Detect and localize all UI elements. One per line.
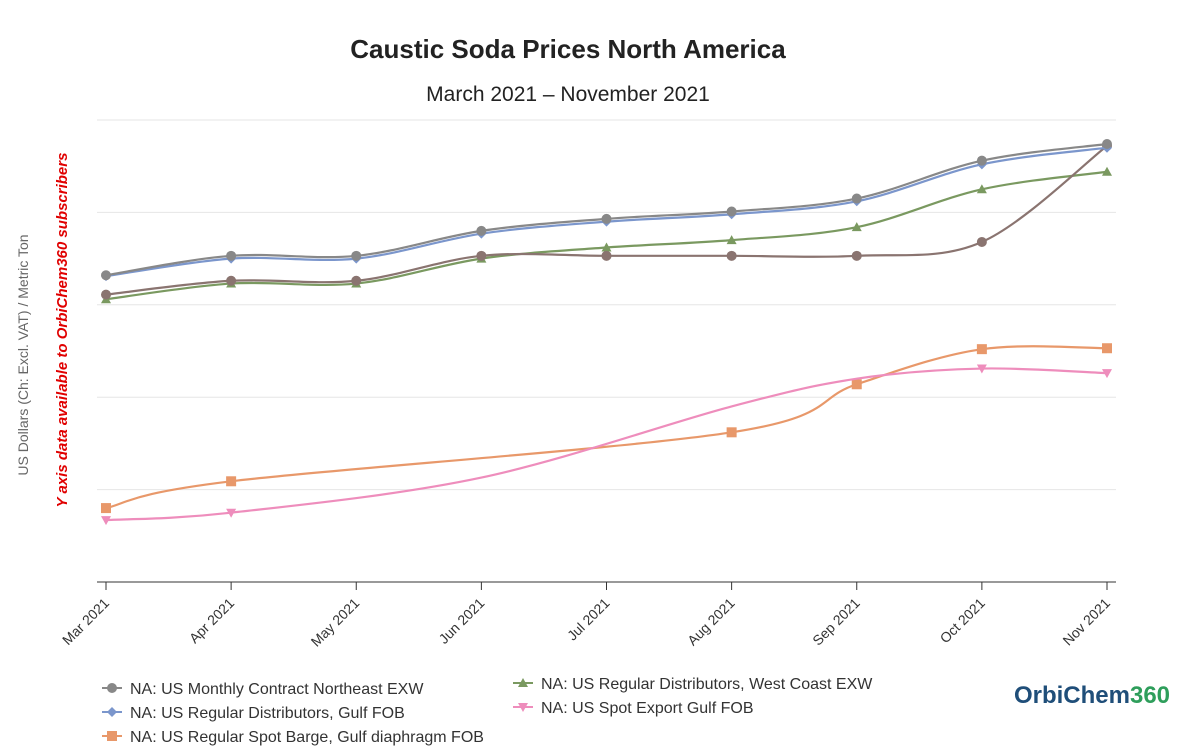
data-point: [851, 250, 862, 261]
series-4: [101, 364, 1112, 526]
legend[interactable]: NA: US Monthly Contract Northeast EXW NA:…: [102, 676, 873, 746]
data-point: [226, 476, 237, 487]
x-axis: Mar 2021 Apr 2021 May 2021 Jun 2021 Jul 2021…: [59, 581, 1116, 650]
series-line: [105, 345, 1108, 510]
data-point: [726, 427, 737, 438]
data-point: [851, 379, 862, 390]
legend-item[interactable]: NA: US Monthly Contract Northeast EXW: [102, 681, 424, 698]
chart-title: Caustic Soda Prices North America: [350, 34, 786, 64]
data-point: [226, 275, 237, 286]
legend-label: NA: US Monthly Contract Northeast EXW: [130, 681, 424, 698]
data-point: [1102, 369, 1112, 379]
data-point: [226, 250, 237, 261]
orbichem-logo: OrbiChem360: [1014, 682, 1170, 709]
x-tick-label: Mar 2021: [59, 595, 112, 648]
data-point: [226, 508, 237, 518]
data-point: [726, 250, 737, 261]
legend-label: NA: US Spot Export Gulf FOB: [541, 700, 754, 717]
data-point: [1102, 139, 1112, 150]
data-point: [351, 275, 362, 286]
legend-marker: [518, 678, 528, 687]
data-point: [726, 235, 737, 245]
legend-marker: [107, 707, 117, 717]
legend-marker: [518, 703, 528, 712]
series-3: [101, 166, 1112, 304]
x-tick-label: Apr 2021: [186, 595, 238, 647]
data-point: [976, 155, 987, 166]
data-point: [101, 270, 111, 281]
x-tick-label: Jul 2021: [564, 595, 613, 644]
data-point: [101, 503, 111, 514]
series: [101, 139, 1112, 526]
data-point: [1102, 343, 1112, 354]
data-point: [101, 289, 111, 300]
data-point: [476, 250, 487, 261]
logo-text-orbichem: OrbiChem: [1014, 682, 1130, 709]
data-point: [351, 250, 362, 261]
x-tick-label: May 2021: [308, 595, 363, 650]
logo-text-360: 360: [1130, 682, 1170, 709]
data-point: [851, 222, 862, 232]
legend-label: NA: US Regular Distributors, West Coast …: [541, 676, 873, 693]
data-point: [976, 236, 987, 247]
x-tick-label: Nov 2021: [1059, 595, 1113, 649]
legend-item[interactable]: NA: US Regular Spot Barge, Gulf diaphrag…: [102, 729, 484, 746]
data-point: [976, 344, 987, 355]
data-point: [976, 364, 987, 374]
legend-item[interactable]: NA: US Regular Distributors, Gulf FOB: [102, 705, 405, 722]
series-0: [101, 139, 1112, 281]
series-line: [105, 367, 1108, 522]
legend-label: NA: US Regular Spot Barge, Gulf diaphrag…: [130, 729, 484, 746]
y-axis-label: US Dollars (Ch: Excl. VAT) / Metric Ton: [15, 234, 31, 475]
data-point: [726, 206, 737, 217]
legend-item[interactable]: NA: US Regular Distributors, West Coast …: [513, 676, 873, 693]
x-tick-label: Jun 2021: [435, 595, 487, 647]
data-point: [101, 516, 111, 526]
data-point: [601, 213, 612, 224]
legend-item[interactable]: NA: US Spot Export Gulf FOB: [513, 700, 754, 717]
legend-marker: [107, 683, 117, 693]
data-point: [851, 193, 862, 204]
data-point: [1102, 166, 1112, 176]
data-point: [976, 184, 987, 194]
y-axis-note: Y axis data available to OrbiChem360 sub…: [54, 153, 71, 508]
chart-subtitle: March 2021 – November 2021: [426, 83, 710, 106]
data-point: [476, 225, 487, 236]
grid: [97, 119, 1116, 491]
x-tick-label: Aug 2021: [684, 595, 738, 649]
data-point: [601, 242, 612, 252]
x-tick-label: Oct 2021: [936, 595, 988, 647]
legend-label: NA: US Regular Distributors, Gulf FOB: [130, 705, 405, 722]
x-tick-label: Sep 2021: [809, 595, 863, 649]
series-2: [101, 343, 1112, 514]
data-point: [601, 250, 612, 261]
legend-marker: [107, 731, 117, 741]
